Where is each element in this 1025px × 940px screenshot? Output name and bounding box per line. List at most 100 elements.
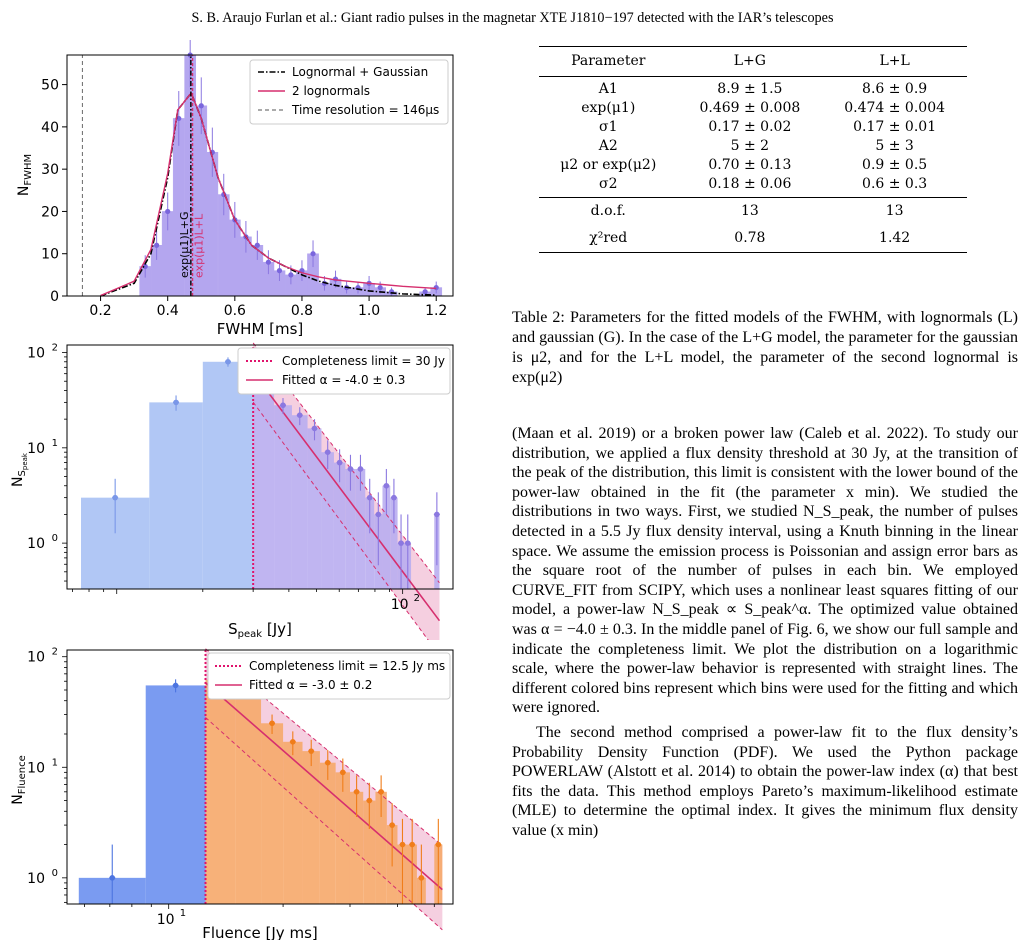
x-tick-label: 10 [391, 597, 409, 613]
y-tick-label-exponent: 1 [52, 438, 58, 449]
y-tick-label: 10 [27, 536, 45, 552]
paragraph: The second method comprised a power-law … [512, 723, 1018, 839]
body-text: (Maan et al. 2019) or a broken power law… [512, 424, 1018, 840]
x-tick-label: 10 [157, 912, 175, 928]
vline-label: exp(μ1)L+L [193, 213, 206, 278]
table-cell: μ2 or exp(μ2) [560, 157, 657, 173]
table-cell: σ2 [599, 176, 618, 192]
y-tick-label-exponent: 0 [52, 533, 58, 544]
data-point [254, 242, 260, 248]
table-cell: σ1 [599, 119, 618, 135]
legend-label: Fitted α = -3.0 ± 0.2 [249, 678, 372, 692]
data-point [433, 284, 439, 291]
fit-band-lower-line [252, 401, 429, 640]
data-point [378, 789, 384, 795]
histogram-bar [333, 462, 346, 589]
data-point [165, 208, 171, 215]
table-caption: Table 2: Parameters for the fitted model… [512, 309, 1018, 386]
table-cell: 13 [885, 203, 904, 219]
data-point [409, 841, 415, 848]
data-point [340, 769, 346, 776]
histogram-bar [335, 772, 350, 904]
data-point [288, 272, 294, 278]
table-cell: 0.469 ± 0.008 [699, 100, 801, 116]
fit-line [252, 371, 441, 622]
data-point [357, 466, 364, 472]
legend-label: Time resolution = 146μs [291, 103, 439, 117]
data-point [404, 540, 411, 546]
legend: Completeness limit = 30 Jy Fitted α = -4… [237, 347, 451, 395]
table-cell: 5 ± 3 [875, 138, 914, 154]
data-point [142, 263, 148, 270]
y-tick-label-exponent: 2 [52, 647, 58, 658]
x-axis-label: Speak [Jy] [228, 620, 292, 640]
table-cell: A1 [598, 81, 618, 97]
data-point [172, 682, 179, 689]
table-row: A2 5 ± 2 5 ± 3 [539, 137, 967, 156]
table-cell: 0.78 [734, 230, 766, 246]
page-header: S. B. Araujo Furlan et al.: Giant radio … [191, 10, 834, 26]
vline-label: exp(μ1)L+G [178, 211, 191, 278]
data-point [418, 875, 425, 881]
data-point [353, 789, 360, 795]
y-tick-label: 40 [41, 120, 59, 136]
fit-curve-line [100, 91, 437, 297]
data-point [269, 720, 275, 727]
histogram-bar [274, 405, 292, 589]
histogram-bar [365, 497, 375, 589]
data-point [391, 494, 397, 501]
x-axis-label: Fluence [Jy ms] [202, 924, 317, 940]
data-point [198, 103, 204, 109]
table-cell: χ²red [589, 230, 628, 246]
y-axis-label: NFWHM [16, 154, 34, 196]
legend: Completeness limit = 12.5 Jy ms Fitted α… [207, 652, 451, 700]
table-header: L+G [733, 53, 766, 69]
table-cell: 1.42 [879, 230, 911, 246]
table-cell: 0.474 ± 0.004 [844, 100, 946, 116]
data-point [347, 466, 354, 472]
table-cell: 8.9 ± 1.5 [717, 81, 783, 97]
data-point [311, 425, 318, 432]
x-tick-label: 0.2 [89, 303, 111, 319]
x-tick-label: 1.2 [425, 303, 447, 319]
x-tick-label: 0.4 [157, 303, 179, 319]
x-tick-label-exponent: 1 [180, 908, 186, 919]
data-point [398, 540, 404, 546]
table-header: Parameter [571, 53, 646, 69]
table-header: L+L [879, 53, 910, 69]
y-tick-label: 10 [41, 247, 59, 263]
table-cell: 0.17 ± 0.02 [708, 119, 792, 135]
histogram-bar [302, 751, 320, 904]
data-point [280, 402, 286, 409]
table-row: σ1 0.17 ± 0.02 0.17 ± 0.01 [539, 118, 967, 137]
histogram-bar [355, 468, 366, 589]
data-point [296, 412, 303, 419]
y-tick-label: 50 [41, 78, 59, 94]
data-point [276, 268, 283, 274]
data-point [399, 841, 406, 848]
data-point [336, 459, 343, 466]
histogram-bar [390, 497, 398, 589]
legend-label: 2 lognormals [292, 84, 370, 98]
y-tick-label-exponent: 2 [52, 343, 58, 354]
x-axis-label: FWHM [ms] [217, 320, 304, 338]
y-tick-label: 10 [27, 760, 45, 776]
table-row: A1 8.9 ± 1.5 8.6 ± 0.9 [539, 77, 967, 100]
data-point [265, 259, 271, 265]
fluence-histogram-chart: 10 0 10 1 10 2 10 1 Completeness limit = 12.5 J… [10, 647, 454, 940]
table-cell: 0.6 ± 0.3 [862, 176, 928, 192]
y-tick-label: 20 [41, 204, 59, 220]
y-tick-label: 10 [27, 871, 45, 887]
data-point [109, 875, 116, 881]
histogram-bar [145, 685, 206, 904]
data-point [308, 748, 315, 754]
histogram-bar [283, 741, 303, 904]
y-tick-label-exponent: 1 [52, 757, 58, 768]
legend-label: Lognormal + Gaussian [292, 65, 428, 79]
fit-curve-line [100, 91, 437, 297]
fwhm-histogram-chart: exp(μ1)L+G exp(μ1)L+L 0.2 0.4 0.6 0.8 1.0 1.2 0… [16, 40, 454, 338]
y-tick-label: 10 [27, 650, 45, 666]
table-cell: 0.70 ± 0.13 [708, 157, 792, 173]
data-point [377, 284, 383, 291]
histogram-bar [291, 415, 308, 589]
